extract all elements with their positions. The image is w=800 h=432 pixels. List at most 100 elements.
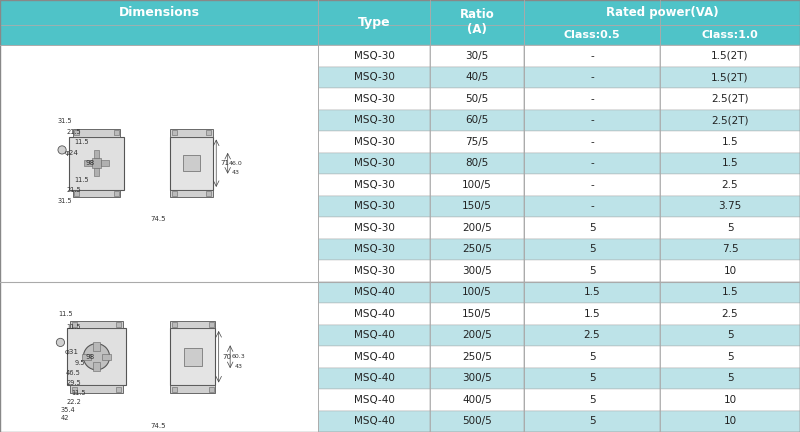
Bar [660,260,800,282]
Bar [70,321,122,328]
Text: 9.5: 9.5 [75,360,86,366]
Text: MSQ-40: MSQ-40 [354,373,394,383]
Bar [524,410,660,432]
Bar [430,389,524,410]
Text: 22.2: 22.2 [66,399,81,405]
Text: MSQ-30: MSQ-30 [354,94,394,104]
Text: -: - [590,201,594,211]
Text: 10: 10 [723,416,737,426]
Bar [430,346,524,368]
Text: 400/5: 400/5 [462,395,492,405]
Text: 35.4: 35.4 [61,407,75,413]
Text: 10: 10 [723,266,737,276]
Bar [660,346,800,368]
Text: 11.5: 11.5 [74,177,89,183]
Bar [102,160,110,166]
Text: MSQ-30: MSQ-30 [354,115,394,125]
Bar [72,322,77,327]
Bar [660,25,800,45]
Text: 31.5: 31.5 [58,118,73,124]
Bar [430,67,524,88]
Text: 1.5(2T): 1.5(2T) [711,51,749,61]
Text: Dimensions: Dimensions [118,6,199,19]
Bar [524,368,660,389]
Bar [660,282,800,303]
Bar [318,174,430,196]
Bar [170,137,213,190]
Bar [524,152,660,174]
Text: -: - [590,72,594,82]
Bar [184,348,202,366]
Text: 2.5(2T): 2.5(2T) [711,115,749,125]
Text: 11.5: 11.5 [58,311,73,317]
Bar [170,321,215,328]
Bar [84,160,91,166]
Text: 40/5: 40/5 [466,72,489,82]
Bar [430,131,524,152]
Bar [69,137,124,190]
Bar [430,410,524,432]
Bar [430,0,524,45]
Bar [430,88,524,109]
Text: MSQ-40: MSQ-40 [354,309,394,319]
Bar [318,131,430,152]
Text: MSQ-40: MSQ-40 [354,330,394,340]
Text: φ31: φ31 [65,349,79,355]
Bar [209,322,214,327]
Bar [430,282,524,303]
Bar [318,260,430,282]
Text: 200/5: 200/5 [462,330,492,340]
Text: -: - [590,94,594,104]
Bar [0,0,318,25]
Bar [318,368,430,389]
Bar [660,368,800,389]
Text: 5: 5 [589,266,595,276]
Bar [0,25,318,45]
Text: Ratio
(A): Ratio (A) [460,9,494,36]
Bar [430,260,524,282]
Bar [67,328,126,385]
Text: Class:0.5: Class:0.5 [564,30,620,40]
Text: MSQ-40: MSQ-40 [354,395,394,405]
Bar [318,217,430,238]
Text: 31.5: 31.5 [58,198,73,204]
Circle shape [83,343,110,370]
Bar [318,0,430,45]
Bar [318,389,430,410]
Bar [91,159,102,168]
Bar [73,190,120,197]
Bar [172,387,177,391]
Text: Type: Type [358,16,390,29]
Bar [430,238,524,260]
Text: 300/5: 300/5 [462,373,492,383]
Text: Class:1.0: Class:1.0 [702,30,758,40]
Bar [318,109,430,131]
Text: 5: 5 [589,244,595,254]
Text: 98: 98 [86,354,94,360]
Bar [524,303,660,324]
Text: 10: 10 [723,395,737,405]
Bar [660,217,800,238]
Text: 500/5: 500/5 [462,416,492,426]
Bar [70,385,122,393]
Text: 100/5: 100/5 [462,287,492,297]
Bar [430,324,524,346]
Bar [318,282,430,303]
Text: 50/5: 50/5 [466,94,489,104]
Text: 5: 5 [726,223,734,233]
Bar [430,45,524,67]
Bar [74,130,79,135]
Bar [116,387,121,391]
Bar [524,25,660,45]
Text: 60/5: 60/5 [466,115,489,125]
Text: 150/5: 150/5 [462,201,492,211]
Bar [524,174,660,196]
Text: 46.0: 46.0 [229,161,242,166]
Bar [660,196,800,217]
Text: MSQ-30: MSQ-30 [354,51,394,61]
Bar [116,322,121,327]
Text: 5: 5 [589,416,595,426]
Bar [524,196,660,217]
Text: MSQ-30: MSQ-30 [354,180,394,190]
Bar [524,131,660,152]
